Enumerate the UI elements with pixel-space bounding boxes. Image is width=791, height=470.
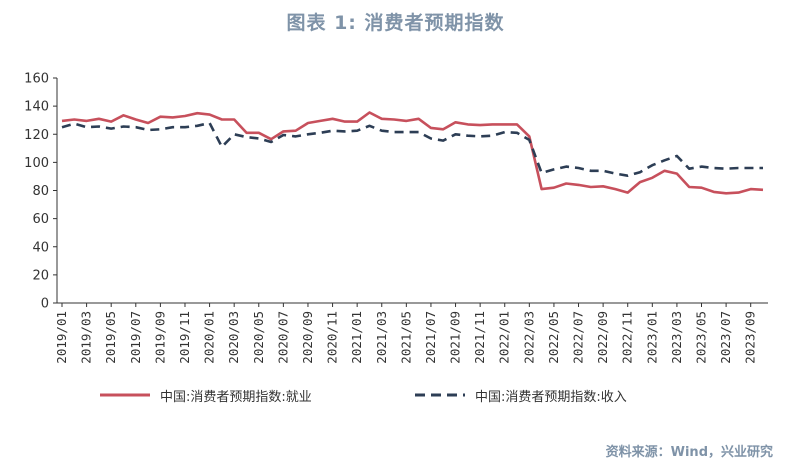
series-line-employment bbox=[61, 111, 764, 195]
x-tick-label: 2023/09 bbox=[743, 311, 758, 364]
x-tick-label: 2021/03 bbox=[374, 311, 389, 364]
y-tick-label: 40 bbox=[32, 240, 49, 255]
x-tick-label: 2019/01 bbox=[54, 311, 69, 364]
series-lines bbox=[61, 111, 764, 195]
x-tick-label: 2020/05 bbox=[251, 311, 266, 364]
source-note: 资料来源：Wind，兴业研究 bbox=[605, 445, 773, 460]
x-tick-label: 2020/01 bbox=[202, 311, 217, 364]
x-tick-label: 2019/11 bbox=[177, 311, 192, 364]
y-tick-label: 20 bbox=[32, 268, 49, 283]
y-tick-label: 0 bbox=[41, 297, 49, 312]
x-tick-label: 2021/09 bbox=[448, 311, 463, 364]
y-tick-label: 160 bbox=[24, 72, 49, 87]
x-tick-label: 2019/07 bbox=[128, 311, 143, 364]
x-tick-label: 2022/05 bbox=[546, 311, 561, 364]
x-tick-label: 2022/09 bbox=[595, 311, 610, 364]
y-tick-label: 80 bbox=[32, 184, 49, 199]
x-tick-label: 2022/01 bbox=[497, 311, 512, 364]
x-tick-label: 2022/07 bbox=[571, 311, 586, 364]
x-tick-label: 2020/07 bbox=[275, 311, 290, 364]
legend-label-income: 中国:消费者预期指数:收入 bbox=[475, 389, 627, 405]
x-tick-label: 2019/05 bbox=[103, 311, 118, 364]
x-tick-label: 2022/11 bbox=[620, 311, 635, 364]
y-tick-label: 120 bbox=[24, 128, 49, 143]
legend-label-employment: 中国:消费者预期指数:就业 bbox=[160, 389, 312, 405]
x-tick-label: 2019/09 bbox=[152, 311, 167, 364]
x-tick-label: 2019/03 bbox=[79, 311, 94, 364]
x-tick-label: 2021/07 bbox=[423, 311, 438, 364]
x-tick-label: 2021/01 bbox=[349, 311, 364, 364]
series-line-income bbox=[61, 121, 763, 177]
x-axis: 2019/01 2019/03 2019/05 2019/07 2019/09 2019/… bbox=[54, 302, 768, 364]
y-tick-label: 100 bbox=[24, 156, 49, 171]
y-tick-label: 140 bbox=[24, 100, 49, 115]
x-tick-label: 2021/11 bbox=[472, 311, 487, 364]
x-tick-label: 2023/01 bbox=[644, 311, 659, 364]
x-tick-label: 2023/05 bbox=[694, 311, 709, 364]
legend-line-solid-icon bbox=[100, 393, 150, 397]
x-tick-label: 2023/07 bbox=[718, 311, 733, 364]
y-tick-label: 60 bbox=[32, 212, 49, 227]
x-tick-label: 2020/03 bbox=[226, 311, 241, 364]
x-tick-label: 2023/03 bbox=[669, 311, 684, 364]
legend: 中国:消费者预期指数:就业 中国:消费者预期指数:收入 bbox=[0, 384, 791, 406]
legend-line-dashed-icon bbox=[415, 393, 465, 397]
legend-item-income: 中国:消费者预期指数:收入 bbox=[415, 384, 627, 406]
x-tick-label: 2022/03 bbox=[521, 311, 536, 364]
x-tick-label: 2021/05 bbox=[398, 311, 413, 364]
y-axis: 0 20 40 60 80 100 120 140 160 bbox=[24, 72, 58, 312]
chart-title: 图表 1: 消费者预期指数 bbox=[286, 12, 505, 34]
x-tick-label: 2020/11 bbox=[325, 311, 340, 364]
x-tick-label: 2020/09 bbox=[300, 311, 315, 364]
legend-item-employment: 中国:消费者预期指数:就业 bbox=[100, 384, 312, 406]
